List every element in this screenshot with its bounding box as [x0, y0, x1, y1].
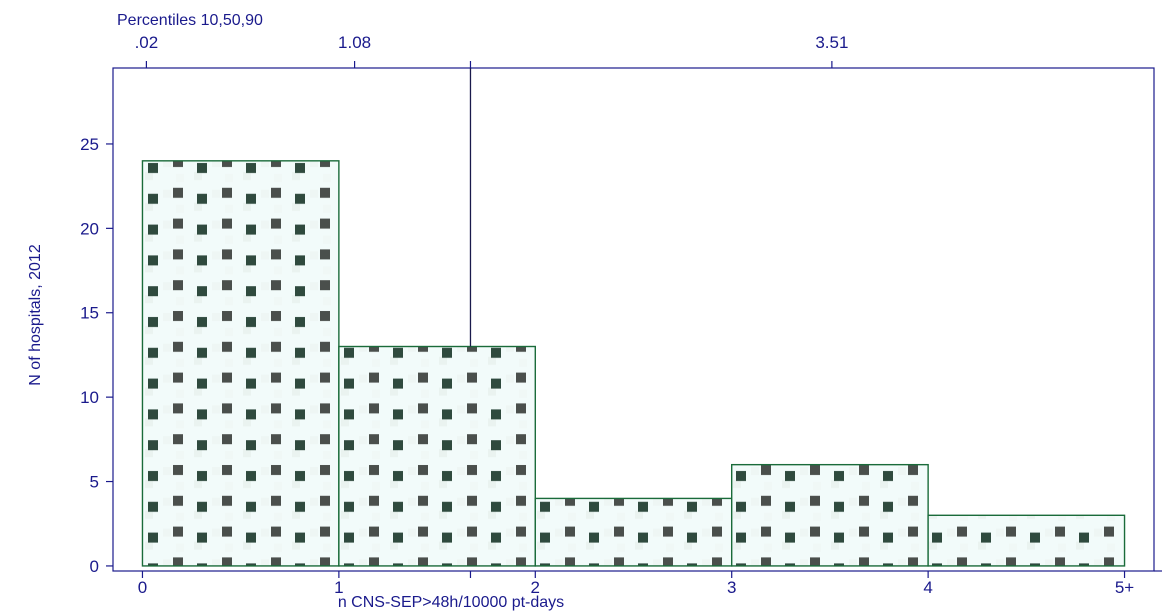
plot-frame: [112, 67, 1155, 572]
y-axis-title: N of hospitals, 2012: [27, 244, 44, 386]
y-axis: 0 5 10 15 20 25: [80, 135, 113, 576]
bars-group: [141, 160, 1126, 567]
histogram-bar: [338, 345, 536, 567]
y-tick-label: 0: [90, 557, 99, 576]
histogram-bar: [534, 497, 733, 567]
x-axis-title: n CNS-SEP>48h/10000 pt-days: [338, 594, 564, 611]
histogram-bar: [927, 514, 1126, 567]
x-tick-label: 0: [138, 578, 147, 597]
x-tick-label: 5+: [1115, 578, 1134, 597]
x-tick-label: 2: [531, 578, 540, 597]
x-tick-label: 1: [334, 578, 343, 597]
top-tick-label: 1.08: [338, 33, 371, 52]
y-tick-label: 20: [80, 219, 99, 238]
x-tick-label: 4: [923, 578, 932, 597]
top-tick-label: 3.51: [815, 33, 848, 52]
y-tick-label: 15: [80, 304, 99, 323]
histogram-bar: [141, 160, 340, 567]
y-tick-label: 25: [80, 135, 99, 154]
x-axis: 0 1 2 3 4 5+: [138, 570, 1162, 597]
x-tick-label: 3: [727, 578, 736, 597]
histogram-bar: [731, 463, 929, 567]
top-axis-title: Percentiles 10,50,90: [117, 12, 263, 29]
y-tick-label: 10: [80, 388, 99, 407]
top-tick-label: .02: [135, 33, 159, 52]
y-tick-label: 5: [90, 473, 99, 492]
top-axis: .02 1.08 3.51: [135, 33, 848, 68]
